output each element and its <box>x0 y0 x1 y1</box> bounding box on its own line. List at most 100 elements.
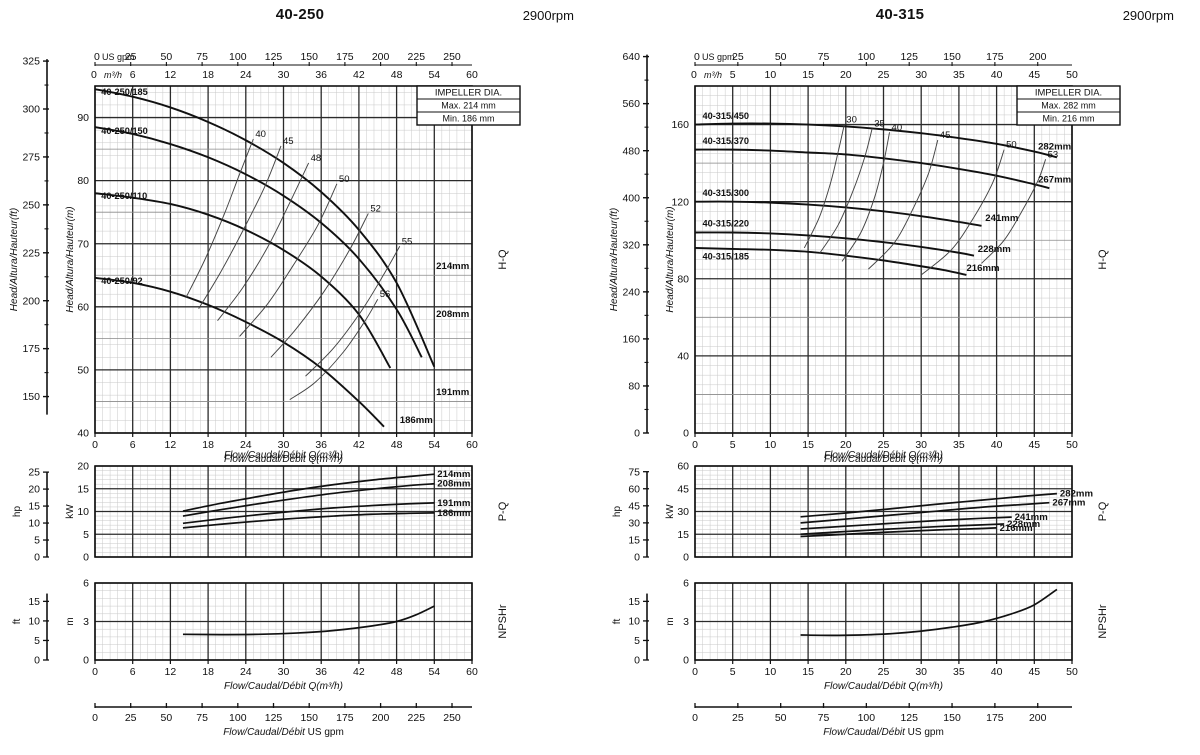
grid-major <box>643 54 1073 708</box>
hq-xtick-20: 20 <box>840 439 852 451</box>
top-tick-gpm-75: 75 <box>196 51 208 63</box>
top-tick-gpm-50: 50 <box>775 51 787 63</box>
bottom-axis-label-italic: Flow/Caudal/Débit <box>223 727 306 738</box>
impeller-label-pq-282mm: 282mm <box>1060 489 1093 500</box>
npsh-ylabel-ft: ft <box>612 619 623 625</box>
bottom-gpm-tick-175: 175 <box>986 712 1004 724</box>
pq-ytick-kw-0: 0 <box>683 552 689 564</box>
impeller-label-pq-208mm: 208mm <box>437 479 470 490</box>
bottom-axis-label: Flow/Caudal/Débit US gpm <box>223 727 344 738</box>
hq-ytick-ft-325: 325 <box>22 56 40 68</box>
npsh-ytick-m-3: 3 <box>83 616 89 628</box>
npsh-xtick-20: 20 <box>840 666 852 678</box>
npsh-xtick-45: 45 <box>1028 666 1040 678</box>
pq-ytick-hp-10: 10 <box>28 518 40 530</box>
hq-ytick-ft-80: 80 <box>628 381 640 393</box>
pq-ytick-kw-45: 45 <box>677 483 689 495</box>
impeller-label-hq-267mm: 267mm <box>1038 174 1071 185</box>
pq-curve-214mm <box>182 473 435 512</box>
impeller-label-pq-186mm: 186mm <box>437 508 470 519</box>
efficiency-curve-48 <box>217 162 310 321</box>
bottom-gpm-tick-0: 0 <box>92 712 98 724</box>
hq-ytick-ft-0: 0 <box>634 428 640 440</box>
pq-curve-208mm <box>182 482 435 517</box>
efficiency-curve-52 <box>270 213 369 358</box>
hq-ytick-ft-240: 240 <box>622 286 640 298</box>
pq-ytick-kw-15: 15 <box>677 529 689 541</box>
pq-ylabel-hp: hp <box>12 506 23 518</box>
impeller-label-hq-228mm: 228mm <box>978 244 1011 255</box>
impeller-box-title: IMPELLER DIA. <box>1035 87 1102 98</box>
efficiency-label-48: 48 <box>311 153 322 164</box>
top-tick-m3h-40: 40 <box>991 69 1003 81</box>
npsh-xtick-42: 42 <box>353 666 365 678</box>
hq-curve-40-250/92 <box>94 276 385 428</box>
hq-xtick-36: 36 <box>315 439 327 451</box>
npsh-xtick-36: 36 <box>315 666 327 678</box>
efficiency-curve-30 <box>803 124 845 249</box>
top-tick-m3h-45: 45 <box>1028 69 1040 81</box>
labels: 30 35 4045505340-315/45040-315/37040-315/3… <box>609 51 1121 738</box>
efficiency-label-56: 56 <box>380 289 391 300</box>
impeller-label-pq-216mm: 216mm <box>1000 523 1033 534</box>
efficiency-label-45: 45 <box>283 136 294 147</box>
impeller-label-hq-191mm: 191mm <box>436 387 469 398</box>
hq-xlabel: Flow/Caudal/Débit Q(m³/h) <box>824 454 943 465</box>
hq-xtick-0: 0 <box>692 439 698 451</box>
top-tick-m3h-48: 48 <box>391 69 403 81</box>
impeller-label-pq-267mm: 267mm <box>1052 498 1085 509</box>
hq-xtick-12: 12 <box>165 439 177 451</box>
top-tick-m3h-24: 24 <box>240 69 252 81</box>
npsh-xtick-30: 30 <box>915 666 927 678</box>
hq-ytick-m-40: 40 <box>77 428 89 440</box>
hq-xtick-5: 5 <box>730 439 736 451</box>
npsh-ylabel-m: m <box>665 617 676 625</box>
bottom-gpm-tick-150: 150 <box>943 712 961 724</box>
hq-ytick-ft-250: 250 <box>22 199 40 211</box>
top-tick-m3h-20: 20 <box>840 69 852 81</box>
npsh-section-label: NPSHr <box>497 604 509 639</box>
efficiency-label-40: 40 <box>892 122 903 133</box>
bottom-gpm-tick-150: 150 <box>300 712 318 724</box>
hq-xtick-54: 54 <box>428 439 440 451</box>
efficiency-label-52: 52 <box>370 203 381 214</box>
hq-ytick-m-60: 60 <box>77 301 89 313</box>
npsh-ytick-m-6: 6 <box>83 578 89 590</box>
efficiency-curve-45 <box>868 139 939 270</box>
efficiency-label-55: 55 <box>402 236 413 247</box>
npsh-curve <box>800 588 1058 637</box>
impeller-label-hq-186mm: 186mm <box>400 415 433 426</box>
impeller-box-min: Min. 216 mm <box>1042 114 1094 124</box>
hq-curve-40-315/370 <box>694 148 1050 190</box>
npsh-xtick-12: 12 <box>165 666 177 678</box>
hq-xtick-10: 10 <box>765 439 777 451</box>
npsh-xtick-18: 18 <box>202 666 214 678</box>
npsh-xtick-48: 48 <box>391 666 403 678</box>
curves <box>94 88 436 636</box>
hq-ytick-ft-160: 160 <box>622 333 640 345</box>
hq-section-label: H-Q <box>1097 249 1109 270</box>
impeller-label-pq-241mm: 241mm <box>1015 512 1048 523</box>
speed-label-left: 2900rpm <box>522 8 574 23</box>
bottom-axis-label-unit: US gpm <box>905 727 944 738</box>
top-tick-gpm-100: 100 <box>229 51 247 63</box>
hq-ytick-m-40: 40 <box>677 350 689 362</box>
efficiency-label-53: 53 <box>1048 149 1059 160</box>
top-tick-m3h-42: 42 <box>353 69 365 81</box>
top-tick-gpm-200: 200 <box>372 51 390 63</box>
hq-curve-40-315/450 <box>694 122 1058 159</box>
hq-ytick-m-80: 80 <box>77 175 89 187</box>
hq-ytick-m-160: 160 <box>671 119 689 131</box>
hq-ytick-ft-225: 225 <box>22 247 40 259</box>
npsh-xtick-40: 40 <box>991 666 1003 678</box>
curve-name-40-250/110: 40-250/110 <box>101 191 147 201</box>
efficiency-curve-40 <box>841 132 890 262</box>
hq-xtick-18: 18 <box>202 439 214 451</box>
labels: 4045485052555640-250/18540-250/15040-250… <box>9 51 521 738</box>
hq-xtick-0: 0 <box>92 439 98 451</box>
npsh-xtick-5: 5 <box>730 666 736 678</box>
bottom-gpm-tick-200: 200 <box>372 712 390 724</box>
efficiency-curve-55 <box>305 246 401 377</box>
pq-ytick-kw-5: 5 <box>83 529 89 541</box>
chart-svg-left: 40 45 48 50 52 55 56 40-250/185 40-250/150 40-250… <box>9 51 521 738</box>
